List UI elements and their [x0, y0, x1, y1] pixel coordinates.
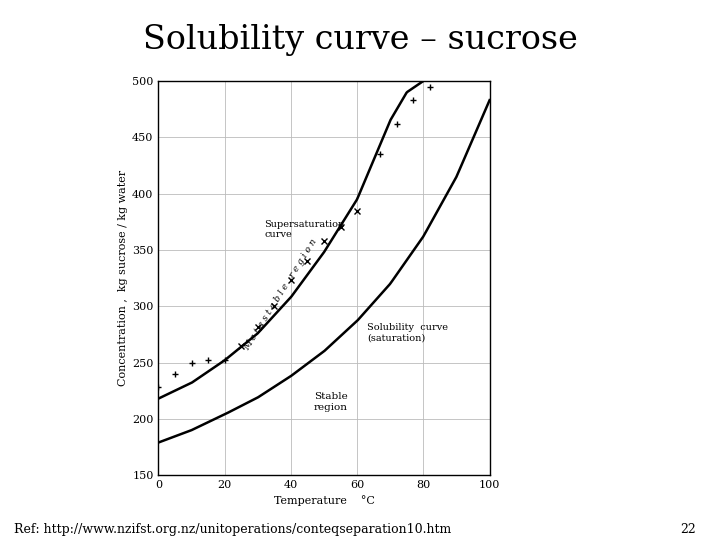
- Text: Stable
region: Stable region: [314, 392, 348, 411]
- Text: Solubility  curve
(saturation): Solubility curve (saturation): [367, 323, 448, 342]
- Y-axis label: Concentration ,  kg sucrose / kg water: Concentration , kg sucrose / kg water: [118, 170, 128, 386]
- Text: Supersaturation
curve: Supersaturation curve: [264, 220, 345, 239]
- Text: 22: 22: [680, 523, 696, 536]
- Text: Solubility curve – sucrose: Solubility curve – sucrose: [143, 24, 577, 56]
- Text: M e t a s t a b l e   r e g i o n: M e t a s t a b l e r e g i o n: [243, 238, 319, 352]
- Text: Ref: http://www.nzifst.org.nz/unitoperations/conteqseparation10.htm: Ref: http://www.nzifst.org.nz/unitoperat…: [14, 523, 451, 536]
- X-axis label: Temperature    °C: Temperature °C: [274, 496, 374, 507]
